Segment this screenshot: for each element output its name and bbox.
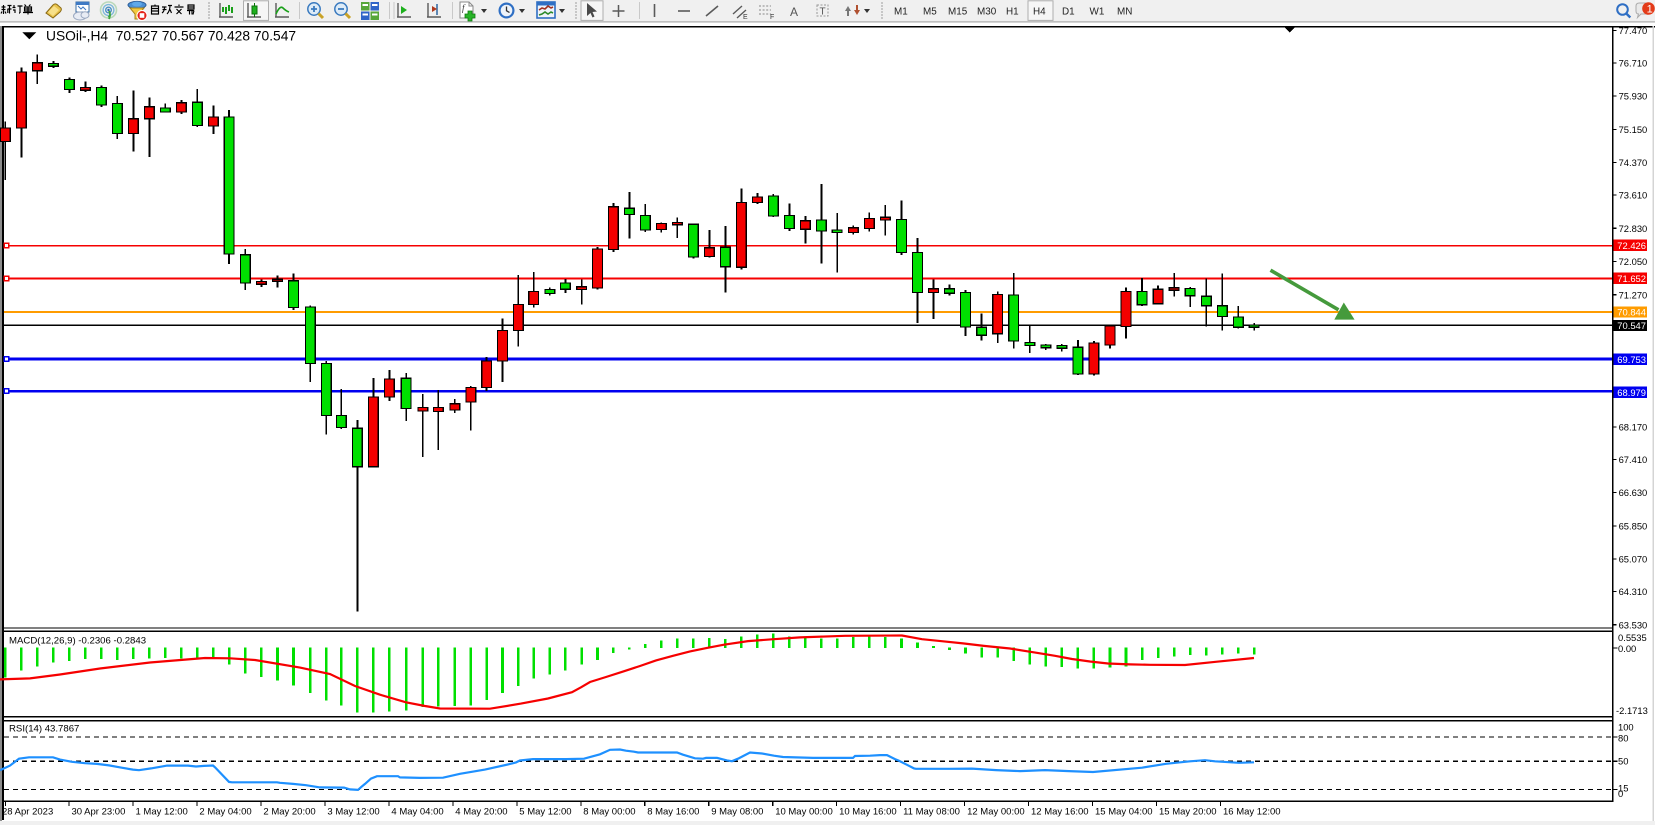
svg-text:65.070: 65.070 xyxy=(1619,554,1648,565)
svg-text:3 May 12:00: 3 May 12:00 xyxy=(327,807,379,818)
svg-text:80: 80 xyxy=(1618,733,1628,744)
svg-text:50: 50 xyxy=(1618,756,1628,767)
svg-text:30 Apr 23:00: 30 Apr 23:00 xyxy=(72,807,126,818)
svg-text:M1: M1 xyxy=(894,6,908,17)
svg-text:72.426: 72.426 xyxy=(1617,240,1646,251)
svg-text:77.470: 77.470 xyxy=(1619,25,1648,36)
svg-text:75.150: 75.150 xyxy=(1619,124,1648,135)
svg-text:74.370: 74.370 xyxy=(1619,157,1648,168)
svg-text:66.630: 66.630 xyxy=(1619,487,1648,498)
svg-text:4 May 04:00: 4 May 04:00 xyxy=(391,807,443,818)
svg-text:12 May 00:00: 12 May 00:00 xyxy=(967,807,1025,818)
svg-text:1 May 12:00: 1 May 12:00 xyxy=(136,807,188,818)
svg-text:2 May 04:00: 2 May 04:00 xyxy=(199,807,251,818)
svg-text:15: 15 xyxy=(1618,783,1628,794)
svg-text:H1: H1 xyxy=(1006,6,1019,17)
svg-text:5 May 12:00: 5 May 12:00 xyxy=(519,807,571,818)
svg-text:4 May 20:00: 4 May 20:00 xyxy=(455,807,507,818)
svg-text:63.530: 63.530 xyxy=(1619,619,1648,630)
svg-text:15 May 04:00: 15 May 04:00 xyxy=(1095,807,1153,818)
svg-text:11 May 08:00: 11 May 08:00 xyxy=(903,807,960,818)
svg-text:MACD(12,26,9) -0.2306 -0.2843: MACD(12,26,9) -0.2306 -0.2843 xyxy=(9,636,146,647)
svg-text:68.170: 68.170 xyxy=(1619,422,1648,433)
svg-text:8 May 00:00: 8 May 00:00 xyxy=(583,807,635,818)
svg-text:71.270: 71.270 xyxy=(1619,289,1648,300)
svg-text:10 May 16:00: 10 May 16:00 xyxy=(839,807,897,818)
svg-text:69.753: 69.753 xyxy=(1617,354,1646,365)
svg-text:H4: H4 xyxy=(1033,6,1046,17)
svg-text:75.930: 75.930 xyxy=(1619,91,1648,102)
svg-text:72.830: 72.830 xyxy=(1619,223,1648,234)
svg-text:MN: MN xyxy=(1117,6,1132,17)
svg-text:D1: D1 xyxy=(1062,6,1075,17)
svg-text:1: 1 xyxy=(1647,4,1653,16)
svg-text:64.310: 64.310 xyxy=(1619,586,1648,597)
svg-text:T: T xyxy=(820,7,826,18)
svg-text:16 May 12:00: 16 May 12:00 xyxy=(1223,807,1281,818)
svg-text:USOil-,H4 70.527 70.567 70.42: USOil-,H4 70.527 70.567 70.428 70.547 xyxy=(46,29,296,44)
svg-text:M30: M30 xyxy=(977,6,997,17)
svg-text:E: E xyxy=(743,14,748,21)
svg-text:70.844: 70.844 xyxy=(1617,307,1646,318)
svg-text:0.00: 0.00 xyxy=(1618,643,1636,654)
svg-text:67.410: 67.410 xyxy=(1619,454,1648,465)
svg-text:-2.1713: -2.1713 xyxy=(1616,705,1648,716)
svg-text:RSI(14) 43.7867: RSI(14) 43.7867 xyxy=(9,724,79,735)
svg-text:9 May 08:00: 9 May 08:00 xyxy=(711,807,763,818)
svg-text:15 May 20:00: 15 May 20:00 xyxy=(1159,807,1217,818)
svg-text:68.979: 68.979 xyxy=(1617,387,1646,398)
svg-text:M5: M5 xyxy=(923,6,937,17)
svg-text:65.850: 65.850 xyxy=(1619,520,1648,531)
svg-text:72.050: 72.050 xyxy=(1619,256,1648,267)
svg-text:70.547: 70.547 xyxy=(1617,320,1646,331)
svg-text:F: F xyxy=(770,14,774,21)
svg-text:71.652: 71.652 xyxy=(1617,273,1646,284)
svg-text:28 Apr 2023: 28 Apr 2023 xyxy=(2,807,53,818)
svg-text:8 May 16:00: 8 May 16:00 xyxy=(647,807,699,818)
svg-text:76.710: 76.710 xyxy=(1619,57,1648,68)
svg-text:12 May 16:00: 12 May 16:00 xyxy=(1031,807,1089,818)
svg-text:f: f xyxy=(462,3,466,13)
svg-text:10 May 00:00: 10 May 00:00 xyxy=(775,807,833,818)
svg-text:M15: M15 xyxy=(948,6,968,17)
svg-text:73.610: 73.610 xyxy=(1619,190,1648,201)
svg-text:0: 0 xyxy=(1618,788,1623,799)
svg-text:0.5535: 0.5535 xyxy=(1618,632,1647,643)
svg-text:100: 100 xyxy=(1618,722,1634,733)
svg-text:A: A xyxy=(790,5,798,19)
svg-text:2 May 20:00: 2 May 20:00 xyxy=(263,807,315,818)
svg-text:W1: W1 xyxy=(1090,6,1105,17)
